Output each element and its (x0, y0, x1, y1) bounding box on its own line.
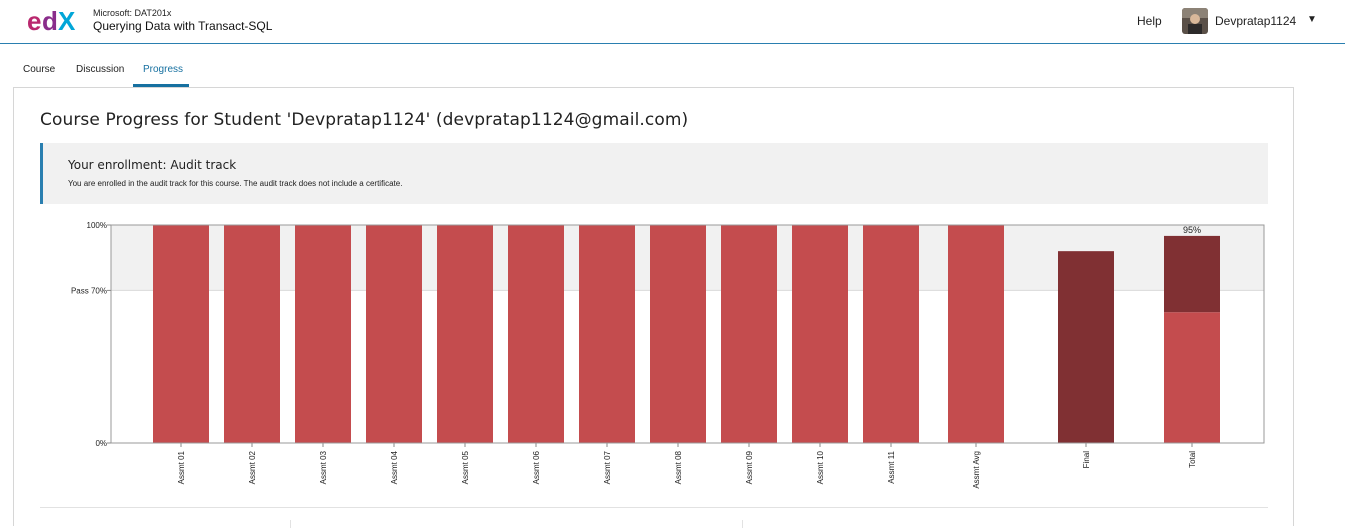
bar-assmt-11 (863, 225, 919, 443)
x-tick-label: Assmt 01 (177, 450, 186, 484)
x-tick-label: Assmt Avg (972, 451, 981, 489)
bar-assmt-04 (366, 225, 422, 443)
x-tick-label: Assmt 10 (816, 450, 825, 484)
x-tick-label: Assmt 02 (248, 450, 257, 484)
data-label-total: 95% (1183, 225, 1201, 235)
bar-assmt-09 (721, 225, 777, 443)
bar-total-upper (1164, 235, 1220, 313)
x-tick-label: Final (1082, 451, 1091, 469)
y-tick-label: 0% (95, 439, 107, 448)
avatar-image (1182, 8, 1208, 34)
bar-assmt-08 (650, 225, 706, 443)
plot-frame (110, 224, 1265, 444)
x-tick-label: Assmt 05 (461, 450, 470, 484)
tab-progress[interactable]: Progress (143, 64, 184, 75)
x-tick-label: Assmt 07 (603, 450, 612, 484)
divider (40, 507, 1268, 508)
help-link[interactable]: Help (1137, 14, 1162, 28)
x-tick-label: Assmt 08 (674, 450, 683, 484)
x-tick-label: Assmt 11 (887, 450, 896, 483)
edx-logo[interactable]: e d X (27, 6, 79, 36)
divider (290, 520, 291, 528)
y-tick-label: Pass 70% (71, 286, 107, 295)
progress-chart: Assmt 01 Assmt 02 Assmt 03 Assmt 04 Assmt 05… (71, 221, 1265, 489)
x-tick-label: Assmt 09 (745, 450, 754, 484)
tab-course[interactable]: Course (23, 64, 56, 75)
y-tick-label: 100% (87, 221, 107, 230)
x-tick-label: Assmt 04 (390, 450, 399, 484)
enrollment-notice: Your enrollment: Audit track You are enr… (40, 143, 1268, 204)
bar-assmt-avg (948, 225, 1004, 443)
svg-text:e: e (27, 6, 41, 36)
bar-total-lower (1164, 312, 1220, 443)
divider (742, 520, 743, 528)
svg-text:X: X (58, 6, 76, 36)
x-tick-label: Assmt 06 (532, 450, 541, 484)
active-tab-indicator (133, 84, 189, 87)
bar-assmt-03 (295, 225, 351, 443)
course-org: Microsoft: DAT201x (93, 8, 172, 18)
bar-assmt-07 (579, 225, 635, 443)
bar-assmt-06 (508, 225, 564, 443)
page-title: Course Progress for Student 'Devpratap11… (40, 110, 689, 130)
svg-text:d: d (42, 6, 58, 36)
bar-assmt-10 (792, 225, 848, 443)
course-tabs: Course Discussion Progress (0, 52, 1345, 88)
bar-final (1058, 251, 1114, 443)
site-header: e d X Microsoft: DAT201x Querying Data w… (0, 0, 1345, 44)
x-tick-label: Assmt 03 (319, 450, 328, 484)
x-tick-label: Total (1188, 451, 1197, 468)
enrollment-heading: Your enrollment: Audit track (68, 158, 237, 172)
avatar[interactable] (1182, 8, 1208, 34)
enrollment-text: You are enrolled in the audit track for … (68, 179, 403, 188)
tab-discussion[interactable]: Discussion (76, 64, 125, 75)
bar-assmt-01 (153, 225, 209, 443)
username[interactable]: Devpratap1124 (1215, 14, 1297, 28)
caret-down-icon[interactable]: ▼ (1307, 14, 1317, 25)
course-title: Querying Data with Transact-SQL (93, 19, 273, 33)
bar-assmt-05 (437, 225, 493, 443)
bar-assmt-02 (224, 225, 280, 443)
